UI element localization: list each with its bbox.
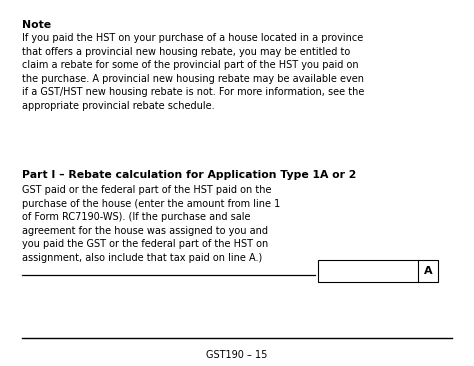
Text: A: A bbox=[424, 266, 432, 276]
Bar bbox=[318, 260, 438, 282]
Text: If you paid the HST on your purchase of a house located in a province
that offer: If you paid the HST on your purchase of … bbox=[22, 33, 365, 111]
Text: GST paid or the federal part of the HST paid on the
purchase of the house (enter: GST paid or the federal part of the HST … bbox=[22, 185, 280, 263]
Text: GST190 – 15: GST190 – 15 bbox=[206, 350, 268, 360]
Text: Part I – Rebate calculation for Application Type 1A or 2: Part I – Rebate calculation for Applicat… bbox=[22, 170, 356, 180]
Text: Note: Note bbox=[22, 20, 51, 30]
